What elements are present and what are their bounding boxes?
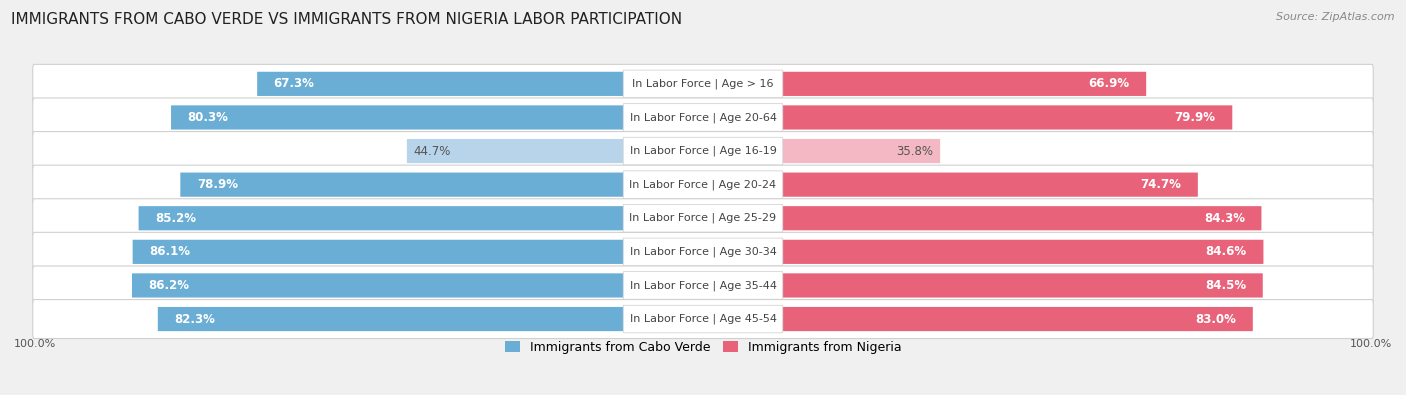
Text: Source: ZipAtlas.com: Source: ZipAtlas.com <box>1277 12 1395 22</box>
FancyBboxPatch shape <box>703 72 1146 96</box>
FancyBboxPatch shape <box>406 139 703 163</box>
FancyBboxPatch shape <box>32 98 1374 137</box>
FancyBboxPatch shape <box>623 171 783 198</box>
FancyBboxPatch shape <box>623 137 783 165</box>
FancyBboxPatch shape <box>32 266 1374 305</box>
Text: 86.2%: 86.2% <box>149 279 190 292</box>
Text: 84.5%: 84.5% <box>1205 279 1246 292</box>
FancyBboxPatch shape <box>623 103 783 131</box>
Text: 80.3%: 80.3% <box>187 111 229 124</box>
FancyBboxPatch shape <box>703 173 1198 197</box>
FancyBboxPatch shape <box>703 139 941 163</box>
FancyBboxPatch shape <box>32 299 1374 339</box>
FancyBboxPatch shape <box>157 307 703 331</box>
Text: 74.7%: 74.7% <box>1140 178 1181 191</box>
Text: 66.9%: 66.9% <box>1088 77 1129 90</box>
FancyBboxPatch shape <box>257 72 703 96</box>
Text: 67.3%: 67.3% <box>274 77 315 90</box>
FancyBboxPatch shape <box>32 199 1374 238</box>
FancyBboxPatch shape <box>703 273 1263 297</box>
Legend: Immigrants from Cabo Verde, Immigrants from Nigeria: Immigrants from Cabo Verde, Immigrants f… <box>499 336 907 359</box>
Text: IMMIGRANTS FROM CABO VERDE VS IMMIGRANTS FROM NIGERIA LABOR PARTICIPATION: IMMIGRANTS FROM CABO VERDE VS IMMIGRANTS… <box>11 12 682 27</box>
FancyBboxPatch shape <box>132 273 703 297</box>
FancyBboxPatch shape <box>32 232 1374 271</box>
FancyBboxPatch shape <box>32 165 1374 204</box>
Text: In Labor Force | Age 20-64: In Labor Force | Age 20-64 <box>630 112 776 123</box>
Text: In Labor Force | Age 16-19: In Labor Force | Age 16-19 <box>630 146 776 156</box>
Text: In Labor Force | Age 25-29: In Labor Force | Age 25-29 <box>630 213 776 224</box>
Text: 82.3%: 82.3% <box>174 312 215 325</box>
Text: 100.0%: 100.0% <box>14 339 56 349</box>
FancyBboxPatch shape <box>703 206 1261 230</box>
FancyBboxPatch shape <box>623 205 783 232</box>
Text: 85.2%: 85.2% <box>155 212 197 225</box>
Text: 86.1%: 86.1% <box>149 245 190 258</box>
Text: 35.8%: 35.8% <box>897 145 934 158</box>
Text: In Labor Force | Age > 16: In Labor Force | Age > 16 <box>633 79 773 89</box>
FancyBboxPatch shape <box>139 206 703 230</box>
FancyBboxPatch shape <box>623 272 783 299</box>
Text: 84.3%: 84.3% <box>1204 212 1244 225</box>
FancyBboxPatch shape <box>703 307 1253 331</box>
FancyBboxPatch shape <box>623 238 783 265</box>
Text: 44.7%: 44.7% <box>413 145 451 158</box>
FancyBboxPatch shape <box>32 132 1374 171</box>
FancyBboxPatch shape <box>623 305 783 333</box>
FancyBboxPatch shape <box>132 240 703 264</box>
Text: 79.9%: 79.9% <box>1175 111 1216 124</box>
Text: 84.6%: 84.6% <box>1206 245 1247 258</box>
FancyBboxPatch shape <box>623 70 783 98</box>
FancyBboxPatch shape <box>172 105 703 130</box>
FancyBboxPatch shape <box>703 105 1232 130</box>
Text: In Labor Force | Age 20-24: In Labor Force | Age 20-24 <box>630 179 776 190</box>
Text: In Labor Force | Age 45-54: In Labor Force | Age 45-54 <box>630 314 776 324</box>
FancyBboxPatch shape <box>180 173 703 197</box>
Text: 100.0%: 100.0% <box>1350 339 1392 349</box>
FancyBboxPatch shape <box>32 64 1374 103</box>
Text: 83.0%: 83.0% <box>1195 312 1236 325</box>
Text: In Labor Force | Age 30-34: In Labor Force | Age 30-34 <box>630 246 776 257</box>
Text: In Labor Force | Age 35-44: In Labor Force | Age 35-44 <box>630 280 776 291</box>
Text: 78.9%: 78.9% <box>197 178 238 191</box>
FancyBboxPatch shape <box>703 240 1264 264</box>
